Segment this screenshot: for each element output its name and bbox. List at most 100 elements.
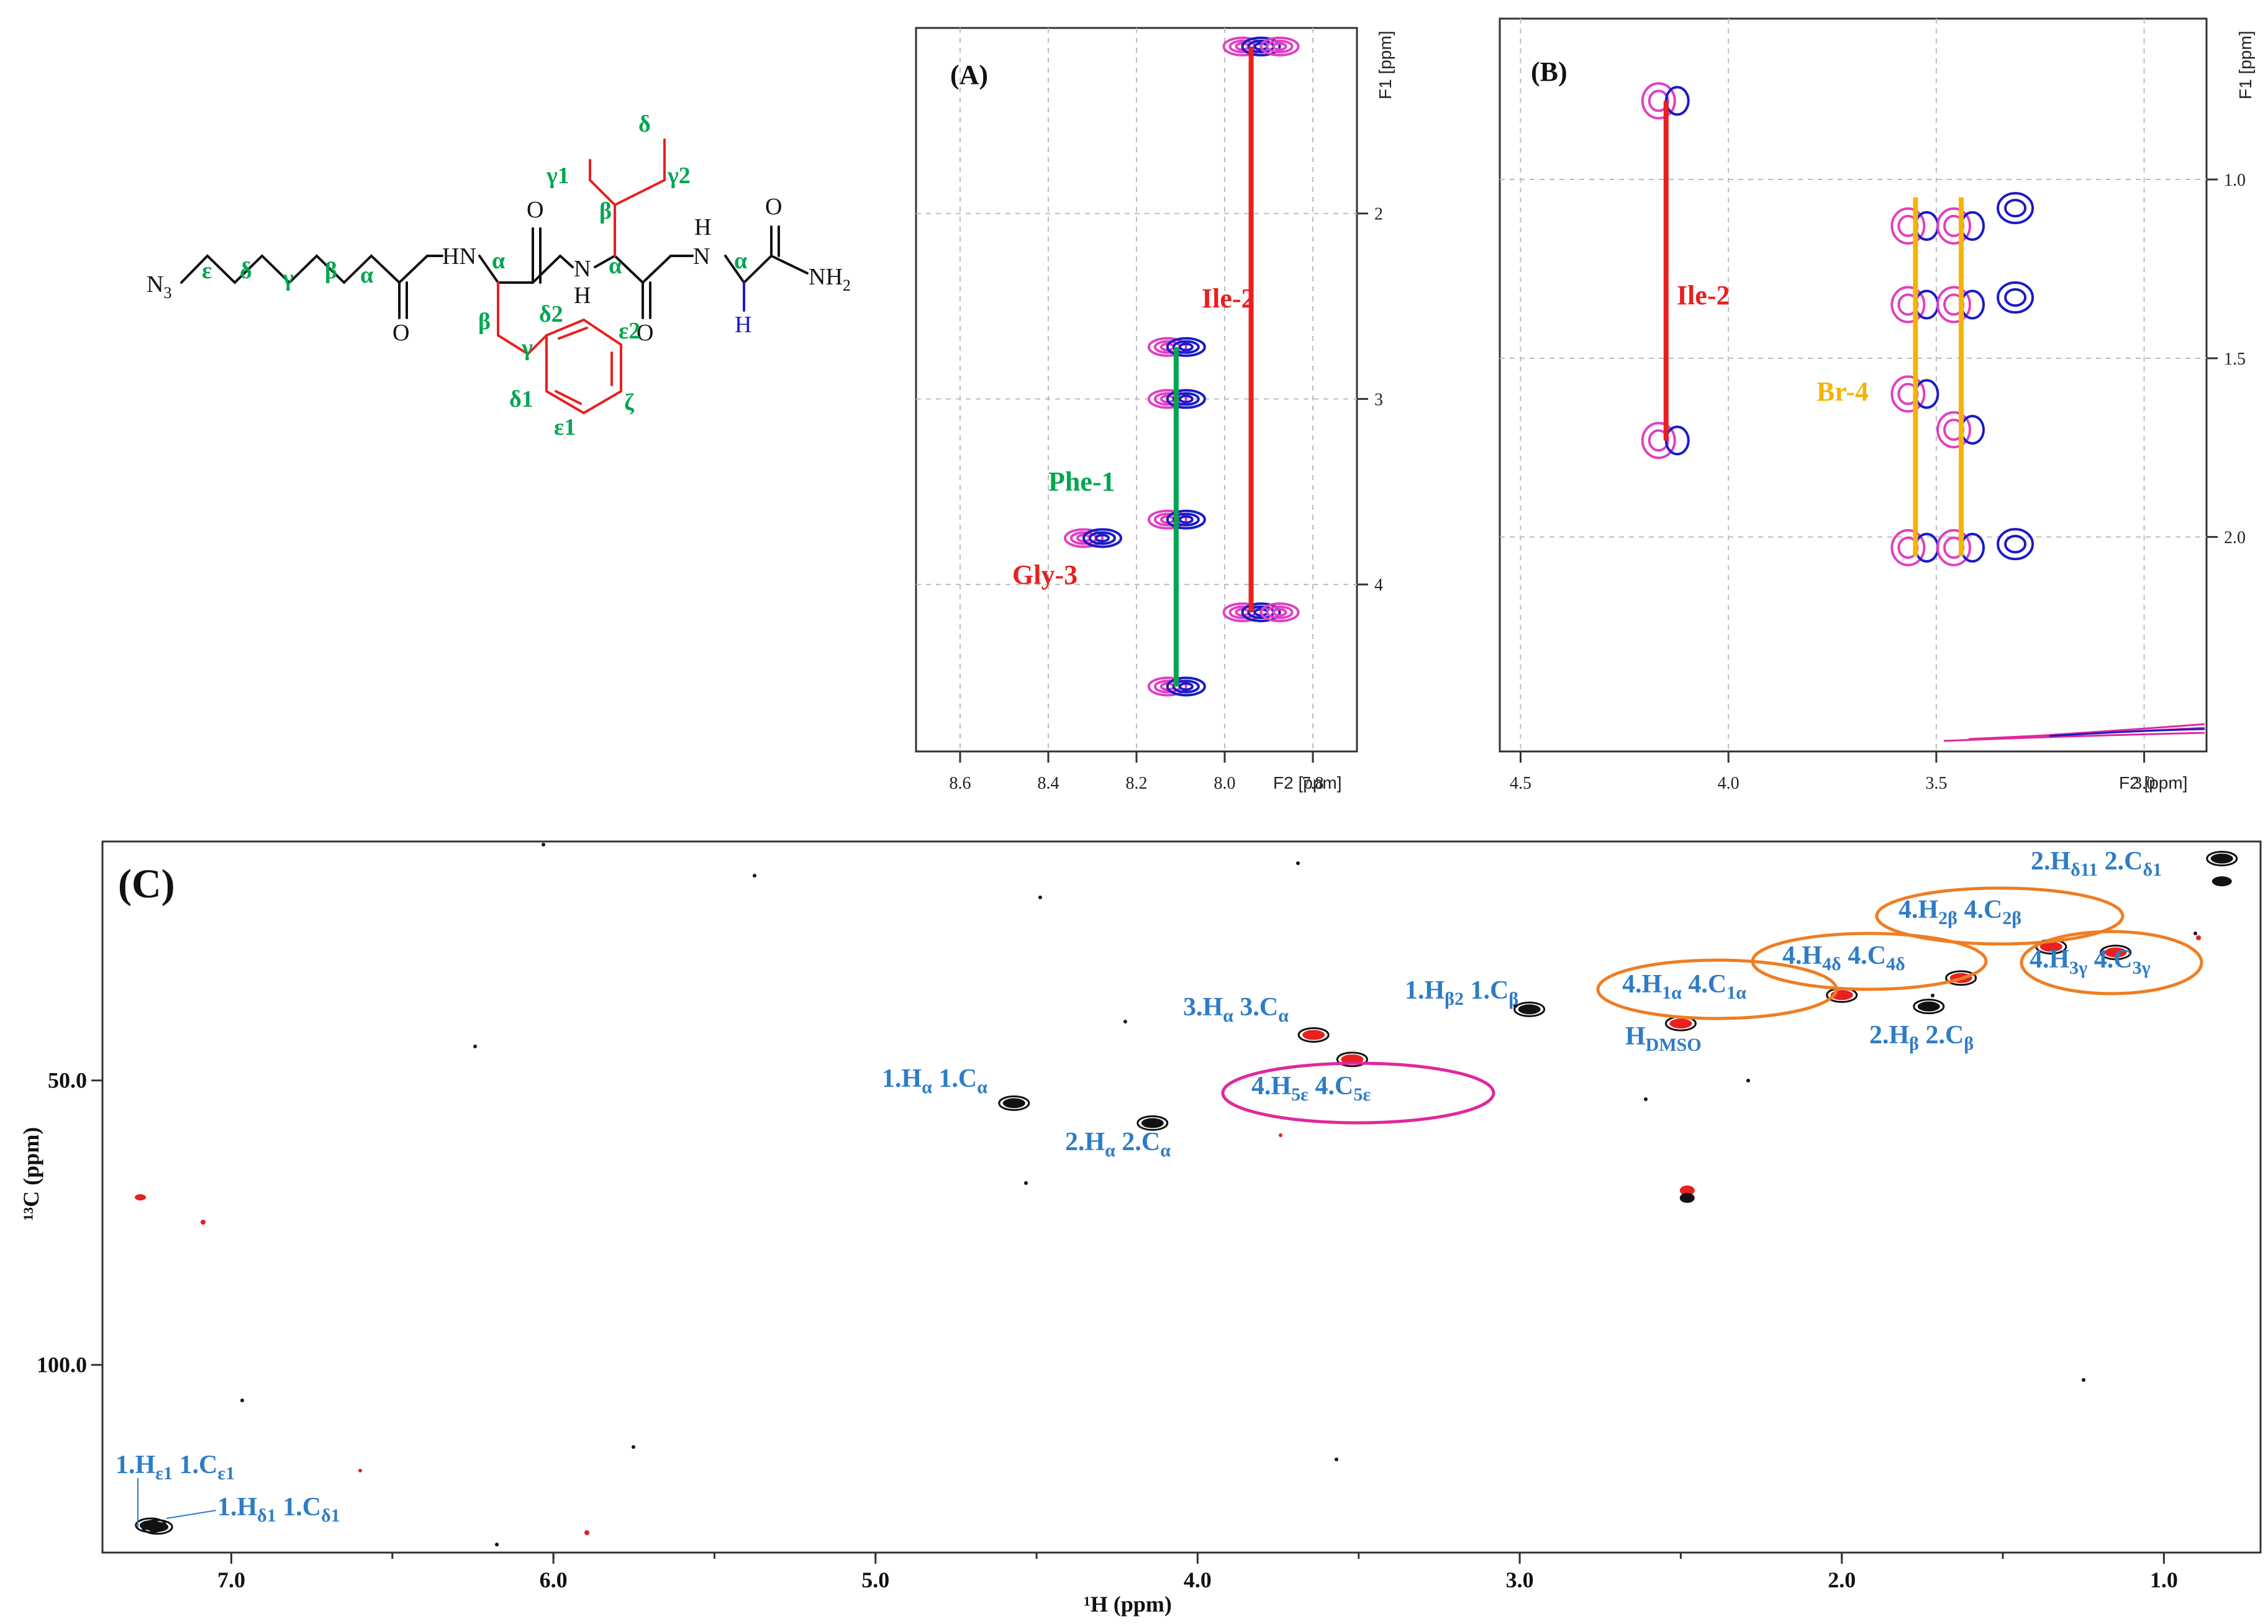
peak-core	[1917, 1001, 1940, 1012]
panel-b: (B) F1 [ppm] F2 [ppm] 4.5 4.0 3.5 3.0 1.0 1.…	[1499, 17, 2255, 793]
contour-blue	[1997, 528, 2034, 561]
panel-a-xtick-label: 8.0	[1214, 774, 1236, 793]
panel-a-gly-annotation: Gly-3	[1012, 560, 1077, 590]
structure-atoms: N3 HN O O N H O H N O NH2 H	[147, 194, 851, 346]
contour-pink	[1890, 286, 1926, 324]
contour-pink	[1890, 528, 1926, 566]
ring-delta2: δ2	[539, 301, 563, 327]
panel-c-xtick-label: 6.0	[540, 1567, 568, 1592]
panel-a-ytick-label: 3	[1374, 390, 1383, 409]
panel-c-peaks	[135, 850, 2238, 1535]
label-2-hd11: 2.Hδ11 2.Cδ1	[2031, 847, 2162, 880]
contour-blue	[1960, 211, 1985, 241]
phe-beta: β	[478, 309, 491, 335]
panel-b-xtick-label: 4.5	[1510, 774, 1531, 793]
peak-core	[2039, 941, 2062, 952]
panel-b-xtick-label: 3.0	[2133, 774, 2155, 793]
panel-c-cross-peak	[2211, 876, 2232, 887]
panel-b-ytick-label: 2.0	[2224, 528, 2246, 548]
peak-contour	[1513, 1001, 1546, 1017]
panel-a-xtick-label: 7.8	[1302, 774, 1324, 793]
peak-core	[1002, 1098, 1025, 1109]
panel-a-f2-label: F2 [ppm]	[1273, 773, 1341, 792]
panel-c-cross-peak	[141, 1519, 173, 1535]
panel-c-cross-peak	[1913, 999, 1945, 1015]
ellipse-h3g	[2020, 930, 2203, 996]
label-h-d1: 1.Hδ1 1.Cδ1	[217, 1493, 340, 1526]
panel-c-pointer-lines	[137, 1478, 217, 1528]
ile-alpha: α	[609, 253, 622, 279]
label-hdmso: HDMSO	[1625, 1022, 1702, 1055]
contour-blue	[1997, 281, 2034, 314]
o-amide-3: O	[765, 194, 782, 220]
panel-b-f2-label: F2 [ppm]	[2119, 773, 2187, 792]
panel-c-highlight-ellipses	[1221, 886, 2203, 1125]
label-4-h5e: 4.H5ε 4.C5ε	[1251, 1072, 1371, 1105]
contour-pink	[1641, 82, 1676, 120]
panel-c-cross-peak	[1297, 1027, 1330, 1043]
contour-pink	[1890, 375, 1926, 413]
peak-core	[1518, 1004, 1541, 1015]
contour-pink	[1936, 528, 1972, 566]
contour-blue	[1960, 532, 1985, 563]
panel-a-peak-ile-2	[1222, 36, 1300, 57]
nh-top-n: N	[693, 243, 710, 270]
hn-label-1: HN	[442, 243, 476, 270]
azide-label: N3	[147, 271, 171, 302]
label-h-e1: 1.Hε1 1.Cε1	[116, 1451, 235, 1484]
chain-delta: δ	[240, 258, 252, 284]
panel-b-peak-extra	[1997, 528, 2034, 561]
contour-blue	[2004, 535, 2027, 554]
label-4-h2b: 4.H2β 4.C2β	[1898, 896, 2021, 928]
o-carbonyl-1: O	[392, 320, 409, 346]
contour-blue	[1960, 289, 1985, 320]
panel-b-peak-extra	[1997, 281, 2034, 314]
contour-pink	[1936, 207, 1972, 245]
structure-greek-labels: ε δ γ β α α β γ α α β γ1 γ2 δ δ2 ε2 δ1 ε…	[202, 111, 747, 440]
gly-h-label: H	[735, 312, 751, 338]
panel-a-spin-lines	[1173, 46, 1254, 687]
panel-b-xtick-label: 3.5	[1925, 774, 1947, 793]
panel-c-cross-peak	[1136, 1115, 1169, 1131]
panel-a-peak-ile-2	[1222, 602, 1300, 622]
panel-b-grid	[1500, 19, 2207, 751]
panel-b-br-annotation: Br-4	[1817, 376, 1869, 407]
panel-a-peak-gly-3	[1064, 528, 1122, 548]
label-2-hb: 2.Hβ 2.Cβ	[1869, 1021, 1974, 1054]
peak-core	[2104, 947, 2127, 958]
peak-contour	[1945, 970, 1977, 986]
panel-a-xtick-label: 8.6	[950, 774, 971, 793]
contour-pink	[1641, 422, 1676, 460]
panel-a-label: (A)	[950, 60, 988, 90]
panel-c-x-axis-label: ¹H (ppm)	[1084, 1592, 1172, 1617]
peak-contour	[1297, 1027, 1330, 1043]
label-4-h4d: 4.H4δ 4.C4δ	[1782, 941, 1905, 974]
label-4-h3g: 4.H3γ 4.C3γ	[2030, 945, 2151, 978]
label-1-hb2: 1.Hβ2 1.Cβ	[1405, 976, 1518, 1009]
panel-c-xtick-label: 5.0	[861, 1567, 889, 1592]
ring-epsilon1: ε1	[554, 414, 576, 440]
panel-a-xtick-label: 8.4	[1038, 774, 1059, 793]
o-amide-2: O	[637, 320, 653, 346]
panel-c: (C) 7.0 6.0 5.0 4.0 3.0 2.0 1.0 50.0 100.0 ¹H (…	[19, 840, 2262, 1617]
ring-delta1: δ1	[509, 386, 533, 412]
contour-blue	[2004, 199, 2027, 218]
peak-contour	[1913, 999, 1945, 1015]
contour-pink	[1890, 207, 1926, 245]
ellipse-h4d	[1751, 932, 1988, 991]
ile-gamma2: γ2	[667, 163, 691, 189]
nh-top-h: H	[694, 214, 711, 240]
contour-blue	[1960, 414, 1985, 445]
panel-c-noise-dots	[240, 843, 2197, 1546]
chain-alpha: α	[360, 262, 373, 288]
panel-c-ytick-label: 100.0	[37, 1353, 87, 1377]
label-4-h1a: 4.H1α 4.C1α	[1622, 970, 1746, 1003]
peptide-structure: N3 HN O O N H O H N O NH2 H ε δ γ β α α …	[147, 111, 851, 440]
peak-contour	[141, 1519, 173, 1535]
contour-blue	[1914, 211, 1939, 241]
ile-beta: β	[599, 198, 612, 224]
nh-bottom-h: H	[574, 283, 591, 309]
peak-core	[1679, 1185, 1695, 1195]
panel-b-xtick-label: 4.0	[1718, 774, 1740, 793]
panel-a-ytick-label: 4	[1374, 576, 1383, 595]
